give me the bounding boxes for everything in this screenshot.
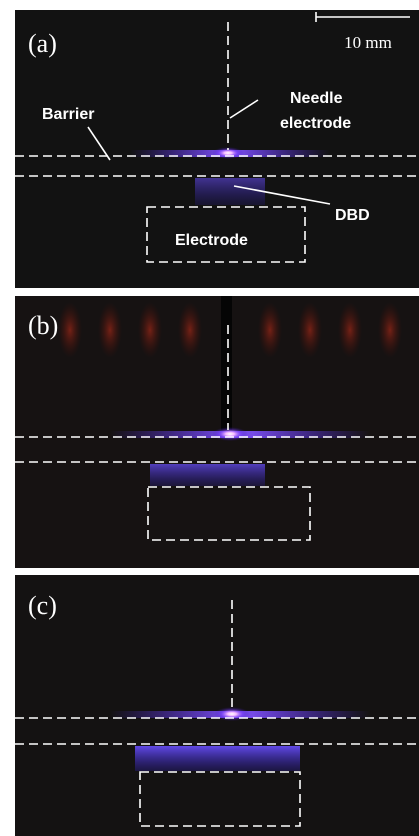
- figure: 10 mm (a) Barrier Needle electrode DBD E…: [0, 0, 419, 836]
- annotation: Barrier: [42, 106, 94, 123]
- annotation: Electrode: [175, 232, 248, 249]
- dbd-glow: [195, 178, 265, 205]
- spark: [212, 427, 248, 441]
- spark: [214, 707, 250, 721]
- panel-label: (b): [28, 311, 58, 340]
- panel-label: (c): [28, 591, 57, 620]
- scale-label: 10 mm: [344, 33, 392, 52]
- needle: [221, 296, 232, 430]
- panel-a: 10 mm (a) Barrier Needle electrode DBD E…: [15, 10, 419, 288]
- page: 10 mm (a) Barrier Needle electrode DBD E…: [0, 0, 419, 836]
- panel-c: (c): [15, 575, 419, 836]
- dbd-glow: [150, 464, 265, 486]
- photo: [15, 575, 419, 836]
- annotation: electrode: [280, 115, 351, 132]
- annotation: DBD: [335, 207, 370, 224]
- panel-label: (a): [28, 29, 57, 58]
- dbd-glow: [135, 746, 300, 771]
- panel-b: (b): [15, 296, 419, 568]
- annotation: Needle: [290, 90, 343, 107]
